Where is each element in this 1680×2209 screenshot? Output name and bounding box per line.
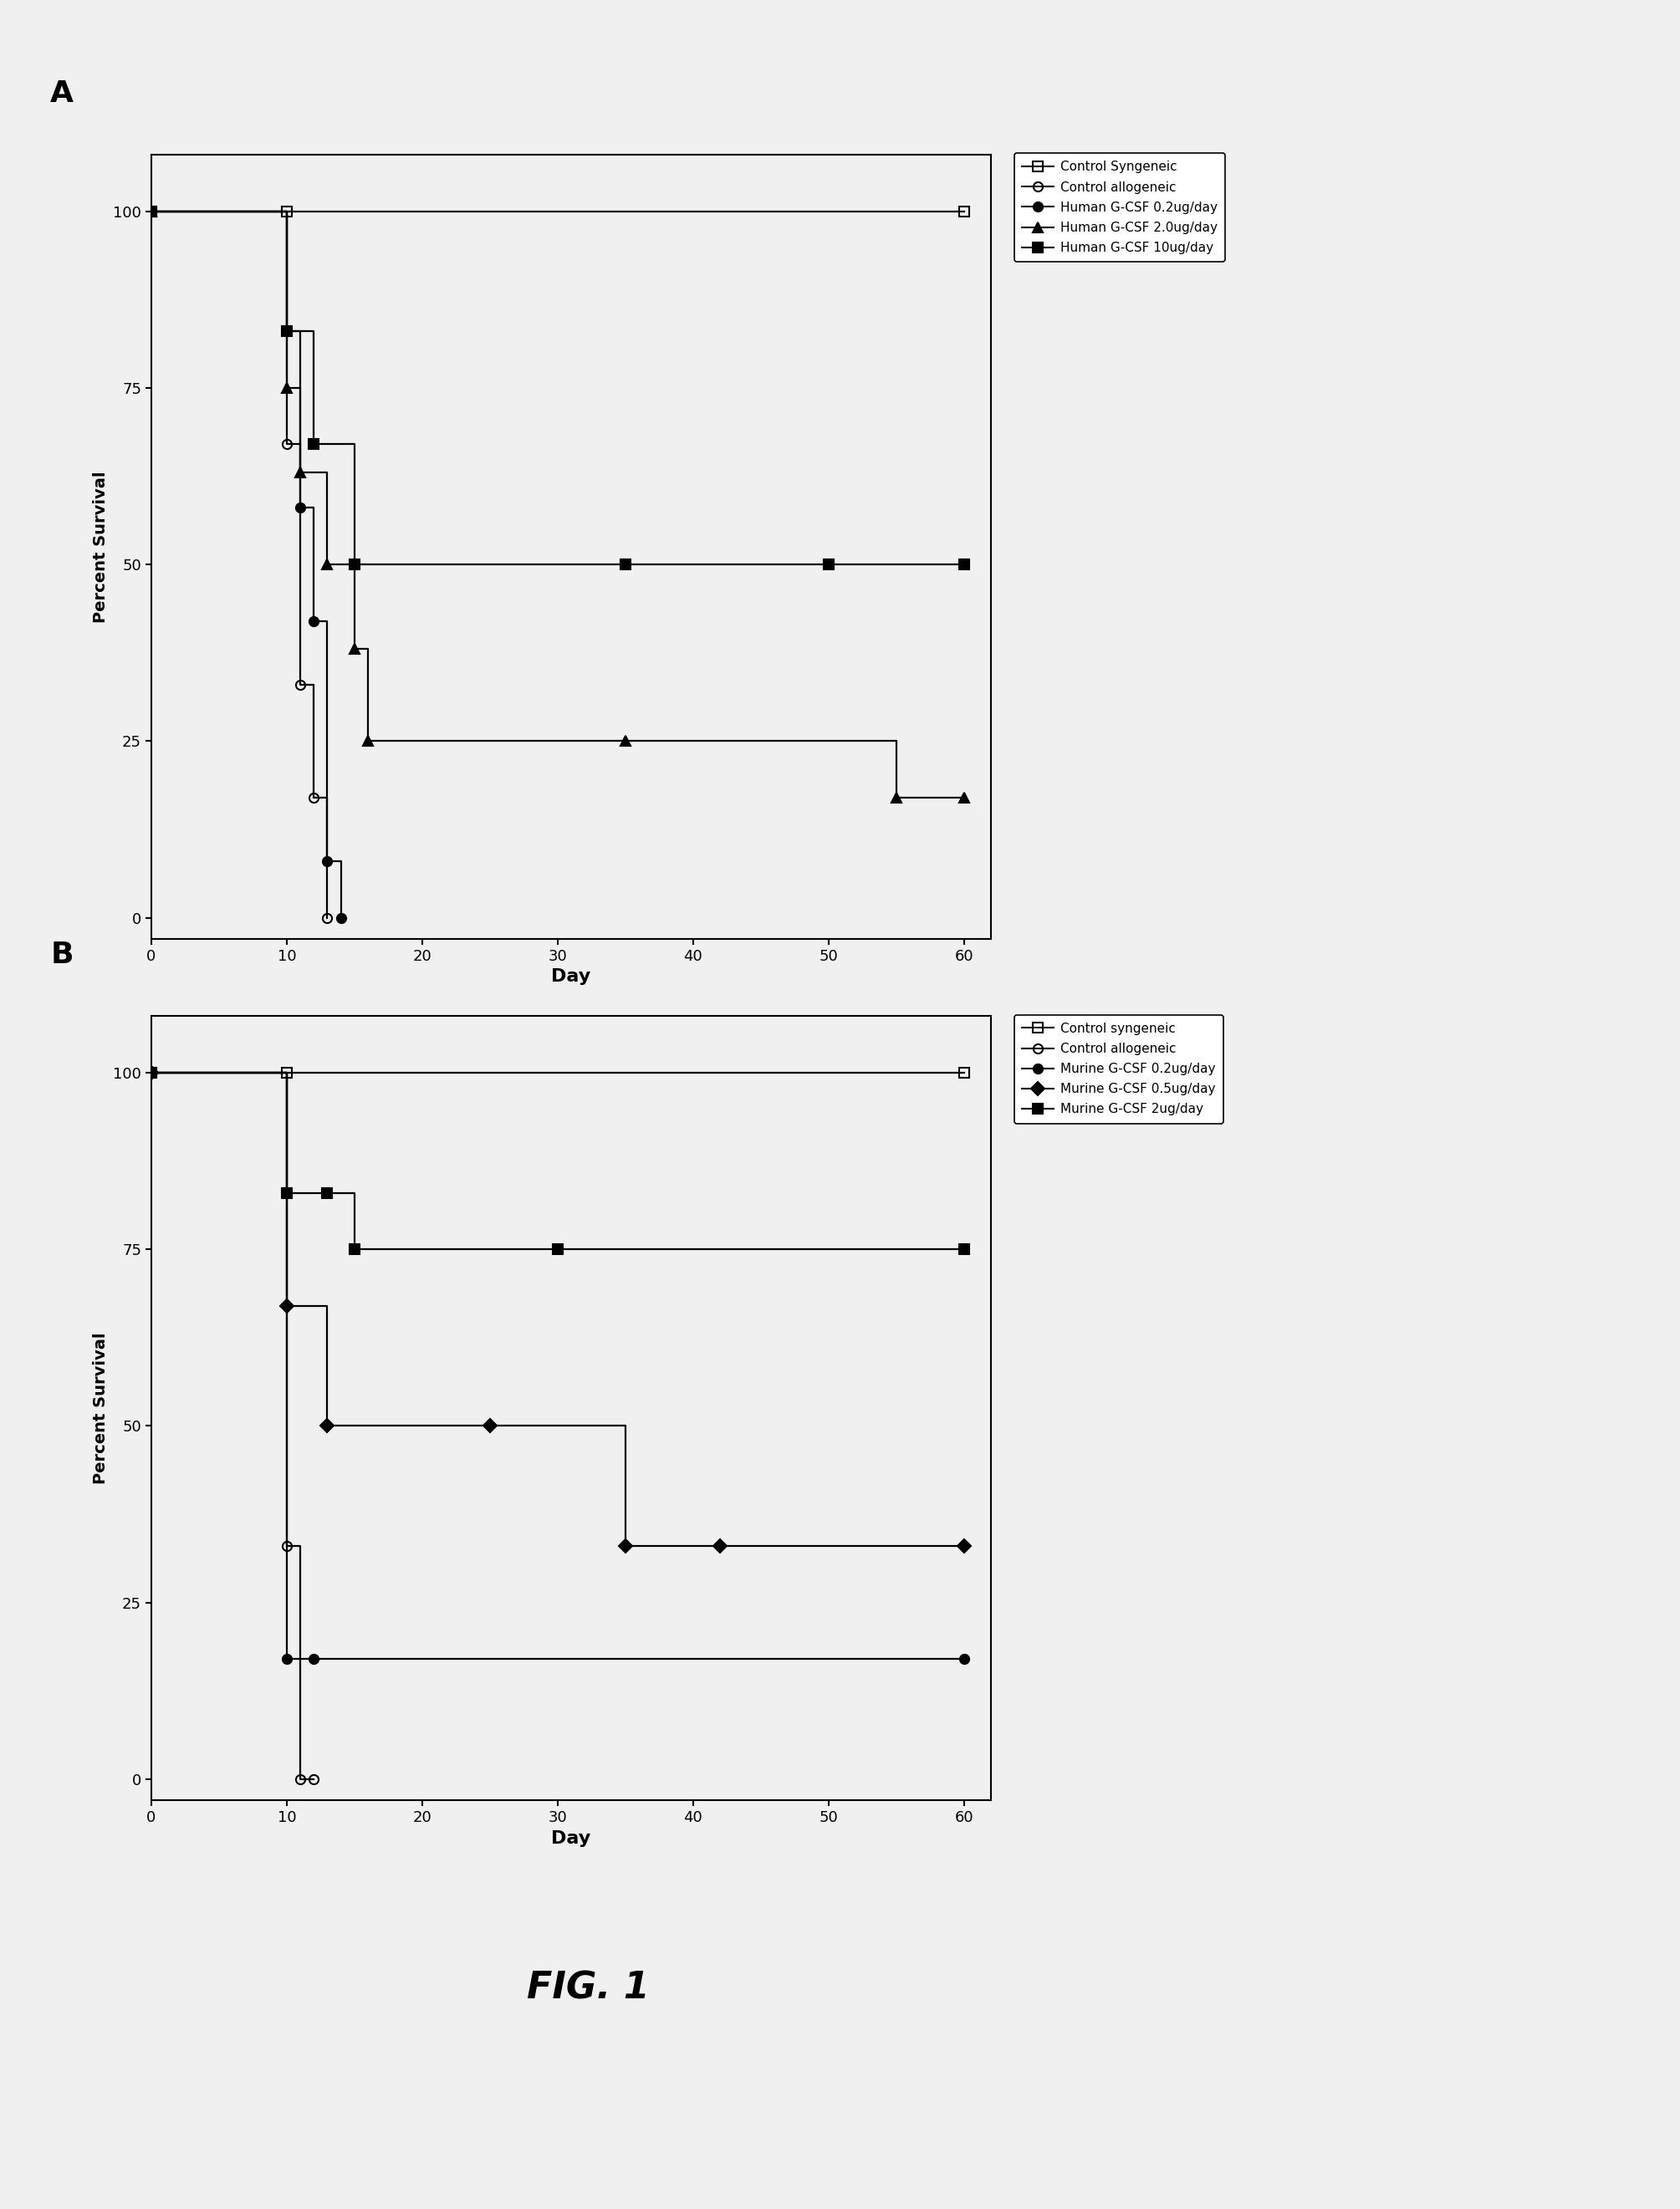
Line: Human G-CSF 0.2ug/day: Human G-CSF 0.2ug/day: [146, 205, 346, 923]
Control allogeneic: [141, 199, 161, 225]
Control allogeneic: [141, 1060, 161, 1087]
Line: Human G-CSF 10ug/day: Human G-CSF 10ug/day: [146, 205, 969, 570]
Murine G-CSF 0.5ug/day: [954, 1533, 974, 1560]
X-axis label: Day: Day: [551, 1829, 591, 1847]
Human G-CSF 2.0ug/day: [318, 550, 338, 577]
Murine G-CSF 0.2ug/day: [954, 1646, 974, 1672]
Control syngeneic: [141, 1060, 161, 1087]
Control allogeneic: [318, 903, 338, 930]
Control allogeneic: [291, 1765, 311, 1791]
Murine G-CSF 0.2ug/day: [141, 1060, 161, 1087]
Human G-CSF 10ug/day: [277, 318, 297, 345]
Murine G-CSF 2ug/day: [954, 1237, 974, 1264]
Human G-CSF 2.0ug/day: [954, 784, 974, 811]
Human G-CSF 10ug/day: [141, 199, 161, 225]
Human G-CSF 2.0ug/day: [615, 727, 635, 753]
Control allogeneic: [304, 784, 324, 811]
Human G-CSF 10ug/day: [344, 550, 365, 577]
Human G-CSF 10ug/day: [304, 431, 324, 457]
Text: B: B: [50, 941, 74, 970]
Text: FIG. 1: FIG. 1: [526, 1970, 650, 2006]
Murine G-CSF 0.5ug/day: [615, 1533, 635, 1560]
Murine G-CSF 0.5ug/day: [141, 1060, 161, 1087]
Control syngeneic: [277, 1060, 297, 1087]
X-axis label: Day: Day: [551, 968, 591, 985]
Human G-CSF 2.0ug/day: [344, 636, 365, 663]
Murine G-CSF 2ug/day: [548, 1237, 568, 1264]
Y-axis label: Percent Survival: Percent Survival: [92, 471, 108, 623]
Murine G-CSF 0.5ug/day: [277, 1292, 297, 1319]
Human G-CSF 0.2ug/day: [331, 903, 351, 930]
Human G-CSF 0.2ug/day: [318, 848, 338, 875]
Murine G-CSF 0.2ug/day: [277, 1646, 297, 1672]
Legend: Control Syngeneic, Control allogeneic, Human G-CSF 0.2ug/day, Human G-CSF 2.0ug/: Control Syngeneic, Control allogeneic, H…: [1015, 152, 1225, 263]
Control Syngeneic: [277, 199, 297, 225]
Murine G-CSF 0.5ug/day: [318, 1412, 338, 1438]
Human G-CSF 2.0ug/day: [358, 727, 378, 753]
Murine G-CSF 2ug/day: [277, 1180, 297, 1206]
Text: A: A: [50, 80, 74, 108]
Human G-CSF 2.0ug/day: [141, 199, 161, 225]
Control allogeneic: [277, 431, 297, 457]
Human G-CSF 0.2ug/day: [141, 199, 161, 225]
Murine G-CSF 2ug/day: [141, 1060, 161, 1087]
Human G-CSF 10ug/day: [615, 550, 635, 577]
Human G-CSF 2.0ug/day: [887, 784, 907, 811]
Control allogeneic: [304, 1765, 324, 1791]
Control Syngeneic: [954, 199, 974, 225]
Murine G-CSF 2ug/day: [318, 1180, 338, 1206]
Murine G-CSF 0.2ug/day: [304, 1646, 324, 1672]
Line: Murine G-CSF 0.5ug/day: Murine G-CSF 0.5ug/day: [146, 1067, 969, 1551]
Line: Murine G-CSF 2ug/day: Murine G-CSF 2ug/day: [146, 1067, 969, 1255]
Murine G-CSF 0.5ug/day: [480, 1412, 501, 1438]
Murine G-CSF 2ug/day: [344, 1237, 365, 1264]
Human G-CSF 2.0ug/day: [291, 459, 311, 486]
Line: Control allogeneic: Control allogeneic: [146, 205, 333, 923]
Human G-CSF 10ug/day: [818, 550, 838, 577]
Line: Human G-CSF 2.0ug/day: Human G-CSF 2.0ug/day: [146, 205, 969, 802]
Control Syngeneic: [141, 199, 161, 225]
Human G-CSF 10ug/day: [954, 550, 974, 577]
Human G-CSF 0.2ug/day: [277, 318, 297, 345]
Control allogeneic: [277, 1533, 297, 1560]
Y-axis label: Percent Survival: Percent Survival: [92, 1332, 108, 1484]
Line: Murine G-CSF 0.2ug/day: Murine G-CSF 0.2ug/day: [146, 1067, 969, 1663]
Control syngeneic: [954, 1060, 974, 1087]
Line: Control syngeneic: Control syngeneic: [146, 1067, 969, 1078]
Line: Control Syngeneic: Control Syngeneic: [146, 205, 969, 216]
Line: Control allogeneic: Control allogeneic: [146, 1067, 319, 1785]
Control allogeneic: [291, 672, 311, 698]
Human G-CSF 0.2ug/day: [304, 607, 324, 634]
Murine G-CSF 0.5ug/day: [711, 1533, 731, 1560]
Human G-CSF 2.0ug/day: [277, 376, 297, 402]
Legend: Control syngeneic, Control allogeneic, Murine G-CSF 0.2ug/day, Murine G-CSF 0.5u: Control syngeneic, Control allogeneic, M…: [1015, 1014, 1223, 1124]
Human G-CSF 0.2ug/day: [291, 495, 311, 521]
